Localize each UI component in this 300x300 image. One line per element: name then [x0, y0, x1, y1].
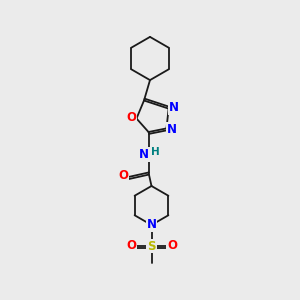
Text: N: N	[139, 148, 149, 161]
Text: N: N	[146, 218, 157, 232]
Text: N: N	[169, 100, 179, 114]
Text: O: O	[126, 111, 136, 124]
Text: O: O	[126, 239, 136, 252]
Text: H: H	[151, 147, 160, 158]
Text: N: N	[167, 123, 177, 136]
Text: O: O	[118, 169, 128, 182]
Text: O: O	[167, 239, 177, 252]
Text: S: S	[147, 239, 156, 253]
